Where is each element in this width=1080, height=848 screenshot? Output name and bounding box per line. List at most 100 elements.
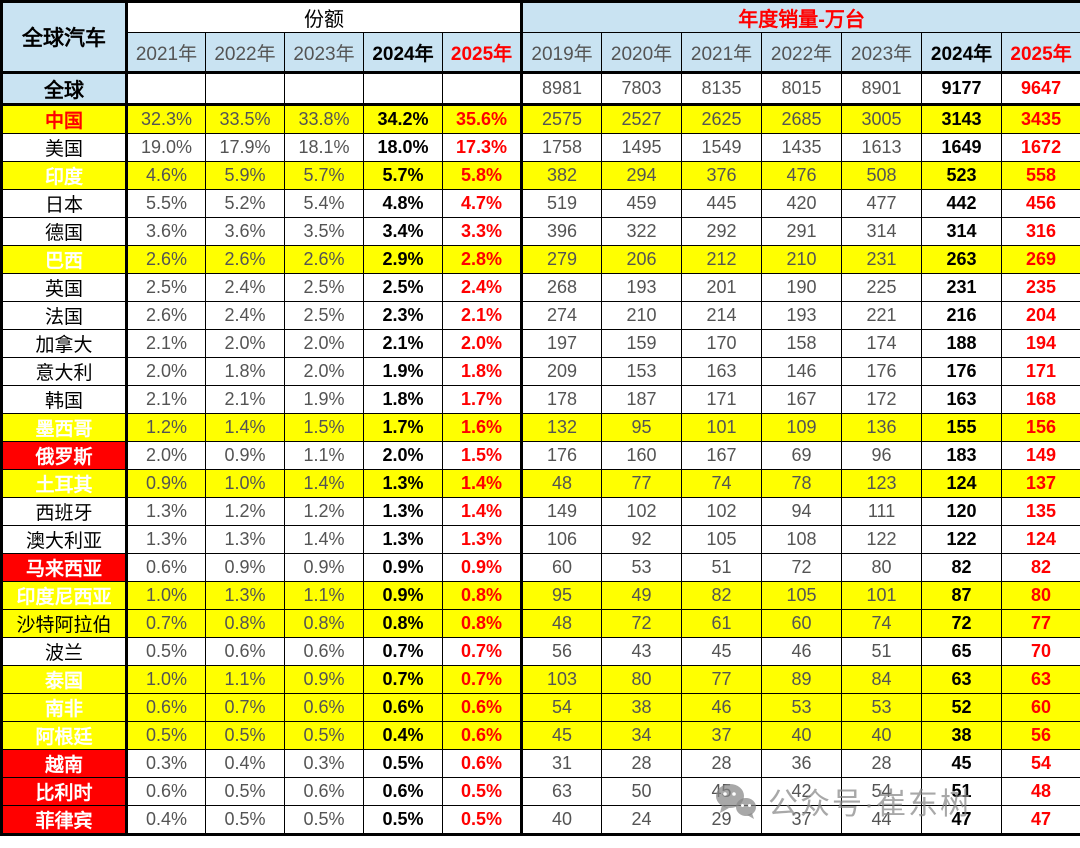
- share-value: 5.7%: [363, 161, 443, 190]
- sales-value: 102: [601, 497, 683, 526]
- sales-value: 153: [601, 357, 683, 386]
- sales-value: 2527: [601, 104, 683, 134]
- table-row: 阿根廷 0.5% 0.5% 0.5% 0.4% 0.6% 45 34 37 40 40 38 56: [1, 721, 1080, 750]
- share-value: 0.7%: [441, 637, 524, 666]
- sales-value: 101: [841, 581, 923, 610]
- sales-value: 263: [921, 245, 1003, 274]
- sales-value: 42: [761, 777, 843, 806]
- share-value: 0.9%: [205, 553, 285, 582]
- table-row: 波兰 0.5% 0.6% 0.6% 0.7% 0.7% 56 43 45 46 51 65 70: [1, 637, 1080, 666]
- share-value: 18.1%: [284, 133, 364, 162]
- sales-value: 53: [841, 693, 923, 722]
- share-value: 0.5%: [284, 805, 364, 835]
- sales-value: 167: [681, 441, 763, 470]
- sales-value: 122: [841, 525, 923, 554]
- sales-value: 194: [1001, 329, 1080, 358]
- country-name: 法国: [1, 301, 128, 330]
- share-value: 1.2%: [205, 497, 285, 526]
- table-row: 菲律宾 0.4% 0.5% 0.5% 0.5% 0.5% 40 24 29 37 44 47 47: [1, 805, 1080, 835]
- share-value: 2.0%: [284, 357, 364, 386]
- share-value: 0.6%: [441, 693, 524, 722]
- share-value: 1.9%: [284, 385, 364, 414]
- share-value: 17.9%: [205, 133, 285, 162]
- country-name: 美国: [1, 133, 128, 162]
- country-name: 德国: [1, 217, 128, 246]
- share-value: 1.0%: [126, 581, 206, 610]
- share-value: 2.5%: [284, 273, 364, 302]
- sales-value: 70: [1001, 637, 1080, 666]
- sales-value: 225: [841, 273, 923, 302]
- table-row: 英国 2.5% 2.4% 2.5% 2.5% 2.4% 268 193 201 190 225 231…: [1, 273, 1080, 302]
- sales-value: 106: [521, 525, 603, 554]
- sales-value: 28: [601, 749, 683, 778]
- sales-value: 178: [521, 385, 603, 414]
- table-row: 韩国 2.1% 2.1% 1.9% 1.8% 1.7% 178 187 171 167 172 163…: [1, 385, 1080, 414]
- share-value: 0.8%: [205, 609, 285, 638]
- sales-value: 172: [841, 385, 923, 414]
- sales-value: 188: [921, 329, 1003, 358]
- sales-value: 92: [601, 525, 683, 554]
- share-value: 3.5%: [284, 217, 364, 246]
- sales-value: 456: [1001, 189, 1080, 218]
- sales-value: 159: [601, 329, 683, 358]
- sales-value: 72: [761, 553, 843, 582]
- sales-value: 322: [601, 217, 683, 246]
- country-name: 南非: [1, 693, 128, 722]
- sales-value: 37: [761, 805, 843, 835]
- sales-value: 170: [681, 329, 763, 358]
- table-row: 印度尼西亚 1.0% 1.3% 1.1% 0.9% 0.8% 95 49 82 105 101 87 8…: [1, 581, 1080, 610]
- share-value: 1.5%: [284, 413, 364, 442]
- table-row: 马来西亚 0.6% 0.9% 0.9% 0.9% 0.9% 60 53 51 72 80 82 82: [1, 553, 1080, 582]
- sales-year-header: 2020年: [601, 32, 683, 74]
- sales-value: 46: [761, 637, 843, 666]
- sales-value: 105: [681, 525, 763, 554]
- sales-value: 8901: [841, 72, 923, 106]
- sales-value: 77: [681, 665, 763, 694]
- sales-value: 176: [521, 441, 603, 470]
- share-value: 0.5%: [363, 805, 443, 835]
- country-name: 澳大利亚: [1, 525, 128, 554]
- sales-value: 149: [521, 497, 603, 526]
- sales-value: 123: [841, 469, 923, 498]
- share-value: 18.0%: [363, 133, 443, 162]
- sales-value: 61: [681, 609, 763, 638]
- group-header-row: 全球汽车 份额 年度销量-万台: [1, 1, 1080, 74]
- table-row: 泰国 1.0% 1.1% 0.9% 0.7% 0.7% 103 80 77 89 84 63 63: [1, 665, 1080, 694]
- sales-value: 24: [601, 805, 683, 835]
- sales-value: 136: [841, 413, 923, 442]
- sales-value: 109: [761, 413, 843, 442]
- sales-year-header: 2023年: [841, 32, 923, 74]
- sales-value: 1758: [521, 133, 603, 162]
- country-name: 沙特阿拉伯: [1, 609, 128, 638]
- sales-value: 212: [681, 245, 763, 274]
- share-value: 0.5%: [126, 721, 206, 750]
- sales-value: 65: [921, 637, 1003, 666]
- sales-value: 558: [1001, 161, 1080, 190]
- table-row: 墨西哥 1.2% 1.4% 1.5% 1.7% 1.6% 132 95 101 109 136 155…: [1, 413, 1080, 442]
- sales-value: 171: [681, 385, 763, 414]
- sales-value: 206: [601, 245, 683, 274]
- sales-value: 50: [601, 777, 683, 806]
- sales-value: 231: [921, 273, 1003, 302]
- share-value: 0.6%: [363, 693, 443, 722]
- sales-value: 9647: [1001, 72, 1080, 106]
- sales-value: 183: [921, 441, 1003, 470]
- table-row: 西班牙 1.3% 1.2% 1.2% 1.3% 1.4% 149 102 102 94 111 120…: [1, 497, 1080, 526]
- sales-value: 36: [761, 749, 843, 778]
- share-value: 5.5%: [126, 189, 206, 218]
- country-name: 日本: [1, 189, 128, 218]
- sales-value: 54: [841, 777, 923, 806]
- share-value: 33.5%: [205, 104, 285, 134]
- sales-value: 268: [521, 273, 603, 302]
- share-value: 1.3%: [126, 525, 206, 554]
- share-value: 1.3%: [441, 525, 524, 554]
- sales-value: 197: [521, 329, 603, 358]
- share-value: 0.6%: [441, 749, 524, 778]
- share-value: 1.8%: [363, 385, 443, 414]
- share-value: 2.0%: [441, 329, 524, 358]
- sales-value: 111: [841, 497, 923, 526]
- sales-value: 80: [841, 553, 923, 582]
- sales-value: 163: [681, 357, 763, 386]
- sales-value: 45: [681, 777, 763, 806]
- share-value: 0.9%: [441, 553, 524, 582]
